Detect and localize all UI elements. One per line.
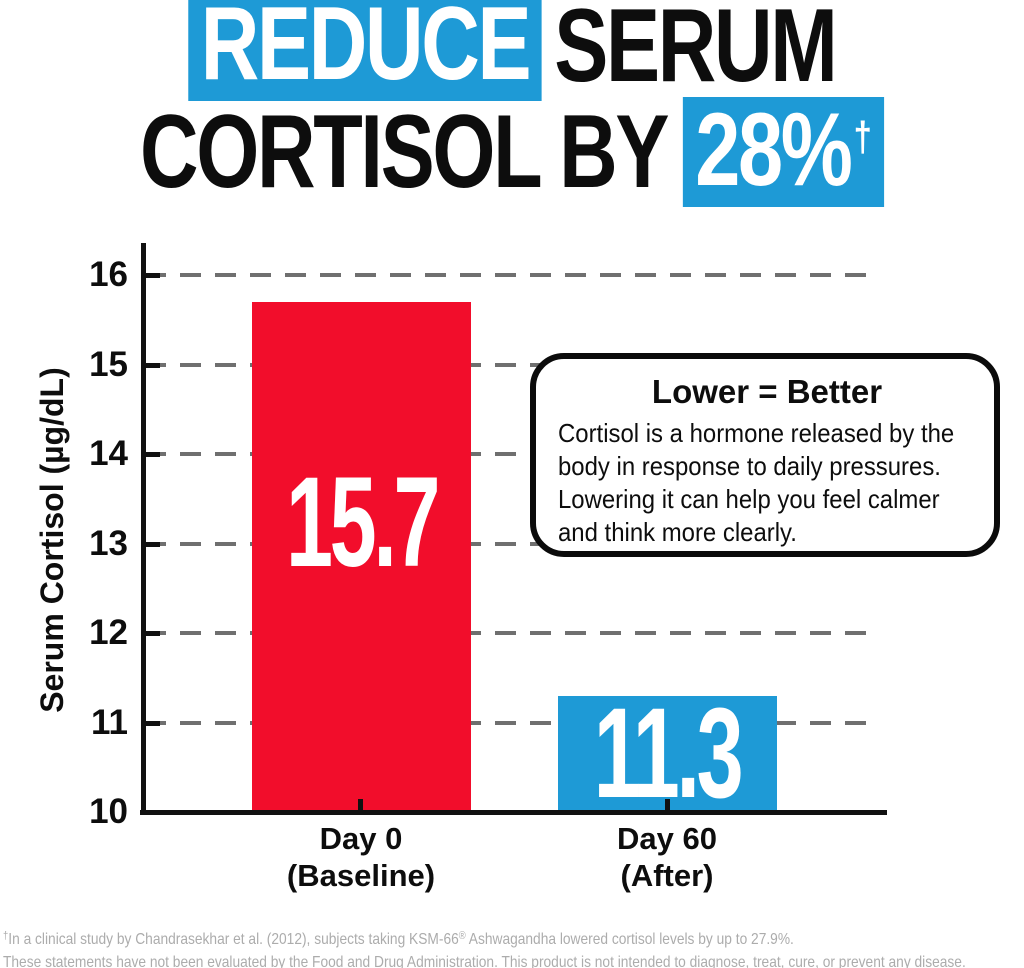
footnote-line1-text-b: Ashwagandha lowered cortisol levels by u… — [465, 931, 794, 948]
headline-serum-text: SERUM — [554, 0, 838, 104]
y-axis-tick-mark-15 — [145, 362, 160, 368]
category-day60-line1: Day 60 — [617, 821, 717, 856]
gridline-14 — [145, 452, 876, 456]
registered-mark: ® — [458, 930, 466, 942]
headline-line-2: CORTISOL BY 28% † — [0, 92, 1024, 210]
dagger-superscript: † — [853, 113, 872, 160]
category-day0-line2: (Baseline) — [286, 858, 436, 893]
headline-highlight-reduce: REDUCE — [188, 0, 542, 102]
callout-body-line-4: and think more clearly. — [558, 517, 797, 547]
headline-reduce-text: REDUCE — [200, 0, 532, 102]
bar-day0-label-wrap: 15.7 — [252, 302, 471, 812]
gridline-16 — [145, 273, 876, 277]
bar-day0-baseline: 15.7 — [252, 302, 471, 812]
headline-28-text: 28% — [695, 92, 853, 208]
x-axis-line — [140, 810, 887, 815]
gridline-15 — [145, 362, 876, 367]
category-day60-line2: (After) — [620, 858, 714, 893]
callout-body-line-2: body in response to daily pressures. — [558, 451, 941, 481]
callout-body-line-3: Lowering it can help you feel calmer — [558, 484, 940, 514]
y-axis-tick-label-12: 12 — [89, 613, 128, 652]
y-axis-tick-mark-14 — [145, 452, 160, 457]
category-day0-line1: Day 0 — [319, 821, 403, 856]
headline-line-1: REDUCE SERUM — [0, 0, 1024, 104]
footnote-dagger: † — [3, 930, 9, 942]
callout-body: Cortisol is a hormone released by the bod… — [558, 417, 955, 549]
y-axis-tick-mark-16 — [145, 273, 160, 278]
bar-day60-after: 11.3 — [558, 690, 777, 818]
bar-day60-label-wrap: 11.3 — [558, 690, 777, 818]
y-axis-tick-label-10: 10 — [89, 792, 128, 831]
y-axis-tick-label-16: 16 — [89, 255, 128, 294]
footnote-line1-text-a: In a clinical study by Chandrasekhar et … — [8, 931, 459, 948]
y-axis-tick-label-11: 11 — [91, 702, 128, 742]
bar-day60-value-label: 11.3 — [594, 682, 744, 825]
footnote-line-1: †In a clinical study by Chandrasekhar et… — [3, 929, 966, 952]
y-axis-line — [141, 243, 146, 815]
x-tick-day60 — [665, 799, 670, 811]
y-axis-tick-mark-13 — [145, 541, 160, 547]
category-label-day0: Day 0 (Baseline) — [231, 820, 491, 894]
y-axis-tick-mark-12 — [145, 631, 160, 636]
lower-is-better-callout: Lower = Better Cortisol is a hormone rel… — [530, 353, 1000, 557]
x-tick-day0 — [358, 799, 363, 811]
headline-highlight-28: 28% † — [682, 92, 885, 208]
gridline-12 — [145, 631, 876, 635]
callout-body-line-1: Cortisol is a hormone released by the — [558, 418, 955, 448]
bar-day0-value-label: 15.7 — [285, 451, 441, 594]
gridline-11 — [145, 720, 876, 725]
gridline-13 — [145, 541, 876, 546]
y-axis-tick-label-13: 13 — [89, 523, 128, 563]
y-axis-tick-label-15: 15 — [89, 344, 128, 384]
category-label-day60: Day 60 (After) — [537, 820, 797, 894]
y-axis-tick-label-14: 14 — [89, 434, 128, 473]
footnote: †In a clinical study by Chandrasekhar et… — [3, 929, 966, 968]
callout-title: Lower = Better — [651, 373, 883, 410]
headline-cortisol-by-text: CORTISOL BY — [139, 94, 669, 210]
y-axis-tick-mark-11 — [145, 720, 160, 726]
footnote-line-2: These statements have not been evaluated… — [3, 954, 966, 968]
